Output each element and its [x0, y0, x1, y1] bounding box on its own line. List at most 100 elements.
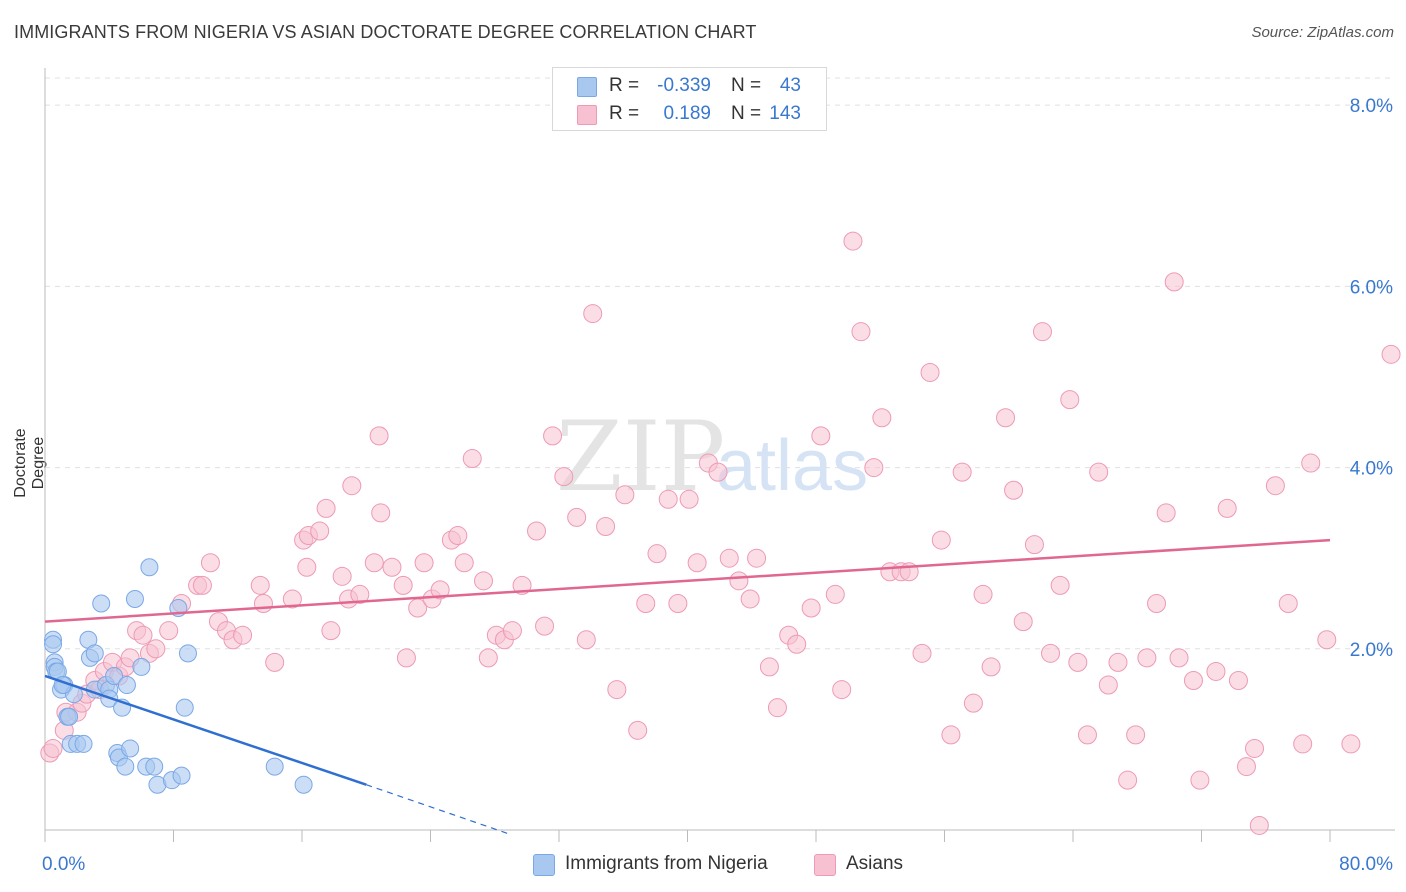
- asian-point: [1217, 498, 1237, 518]
- asian-point: [146, 639, 166, 659]
- nigeria-points: [44, 558, 313, 794]
- legend-r-value: -0.339: [657, 75, 711, 96]
- asian-point: [342, 476, 362, 496]
- nigeria-point: [294, 775, 313, 794]
- nigeria-point: [105, 666, 124, 685]
- nigeria-point: [125, 589, 144, 608]
- asian-point: [265, 652, 285, 672]
- bottom-legend-label-asians: Asians: [846, 853, 904, 874]
- asian-point: [981, 657, 1001, 677]
- asian-point: [369, 426, 389, 446]
- asian-point: [1050, 575, 1070, 595]
- nigeria-point: [116, 757, 135, 776]
- asian-point: [811, 426, 831, 446]
- asian-point: [1265, 476, 1285, 496]
- asian-point: [371, 503, 391, 523]
- nigeria-point: [140, 558, 159, 577]
- asian-point: [1293, 734, 1313, 754]
- asian-points: [40, 231, 1401, 835]
- nigeria-point: [117, 676, 136, 695]
- correlation-legend: R = -0.339 N = 43 R = 0.189 N = 143: [552, 67, 827, 131]
- legend-swatch-nigeria: [577, 77, 597, 97]
- legend-n-value: 143: [769, 103, 801, 124]
- asian-point: [787, 634, 807, 654]
- asian-point: [535, 616, 555, 636]
- x-tick-label-min: 0.0%: [42, 854, 85, 875]
- asian-point: [200, 553, 220, 573]
- asian-point: [1249, 815, 1269, 835]
- asian-point: [1098, 675, 1118, 695]
- asian-point: [1024, 535, 1044, 555]
- asian-point: [543, 426, 563, 446]
- asian-point: [583, 304, 603, 324]
- asian-point: [1341, 734, 1361, 754]
- asian-point: [43, 738, 63, 758]
- asian-point: [1013, 612, 1033, 632]
- asian-point: [952, 462, 972, 482]
- asian-point: [851, 322, 871, 342]
- asian-point: [719, 548, 739, 568]
- nigeria-point: [44, 635, 63, 654]
- asian-point: [1190, 770, 1210, 790]
- tick-labels: 2.0% 4.0% 6.0% 8.0% 0.0% 80.0%: [42, 96, 1393, 875]
- asian-point: [462, 449, 482, 469]
- asian-point: [996, 408, 1016, 428]
- legend-swatch-asians: [577, 105, 597, 125]
- asian-point: [668, 593, 688, 613]
- asian-point: [872, 408, 892, 428]
- asian-point: [1137, 648, 1157, 668]
- legend-n-label: N =: [731, 103, 762, 124]
- asian-point: [448, 526, 468, 546]
- asian-point: [825, 584, 845, 604]
- asian-point: [321, 621, 341, 641]
- asian-point: [759, 657, 779, 677]
- asian-point: [414, 553, 434, 573]
- legend-row-nigeria: R = -0.339 N = 43: [553, 73, 826, 101]
- asian-point: [1147, 593, 1167, 613]
- nigeria-point: [121, 739, 140, 758]
- legend-n-label: N =: [731, 75, 762, 96]
- bottom-legend-swatch-nigeria: [533, 854, 555, 876]
- axes: [44, 68, 1395, 842]
- asian-point: [233, 625, 253, 645]
- asian-point: [1126, 725, 1146, 745]
- x-tick-label-max: 80.0%: [1339, 854, 1393, 875]
- nigeria-point: [175, 698, 194, 717]
- asian-point: [1206, 661, 1226, 681]
- asian-point: [941, 725, 961, 745]
- asian-point: [253, 593, 273, 613]
- asian-point: [615, 485, 635, 505]
- asian-point: [740, 589, 760, 609]
- asian-point: [282, 589, 302, 609]
- asian-point: [567, 507, 587, 527]
- asian-point: [843, 231, 863, 251]
- asian-point: [729, 571, 749, 591]
- asian-trend-line: [44, 538, 1331, 623]
- watermark-zip: ZIP: [556, 401, 725, 513]
- asian-point: [527, 521, 547, 541]
- grid-lines: [45, 77, 1395, 650]
- asian-point: [1317, 630, 1337, 650]
- asian-point: [1077, 725, 1097, 745]
- asian-point: [607, 680, 627, 700]
- chart-title: IMMIGRANTS FROM NIGERIA VS ASIAN DOCTORA…: [14, 22, 757, 42]
- asian-point: [1278, 593, 1298, 613]
- asian-point: [1245, 738, 1265, 758]
- legend-row-asians: R = 0.189 N = 143: [553, 101, 826, 129]
- bottom-legend-swatch-asians: [814, 854, 836, 876]
- asian-point: [1089, 462, 1109, 482]
- asian-point: [832, 680, 852, 700]
- asian-point: [920, 362, 940, 382]
- asian-point: [679, 489, 699, 509]
- asian-point: [133, 625, 153, 645]
- asian-point: [1301, 453, 1321, 473]
- asian-point: [1156, 503, 1176, 523]
- asian-point: [192, 575, 212, 595]
- asian-point: [310, 521, 330, 541]
- y-tick-label: 6.0%: [1350, 277, 1393, 298]
- asian-point: [1228, 671, 1248, 691]
- asian-point: [474, 571, 494, 591]
- asian-point: [708, 462, 728, 482]
- asian-point: [963, 693, 983, 713]
